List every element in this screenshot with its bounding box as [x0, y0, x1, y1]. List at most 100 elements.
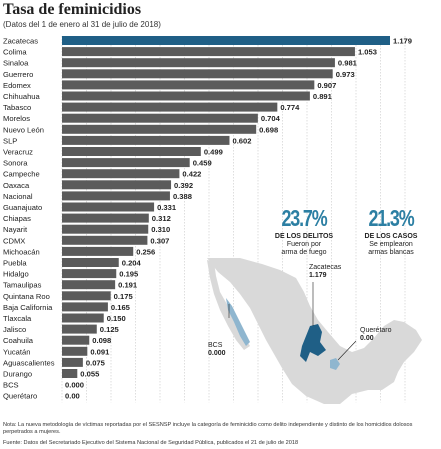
category-label: Veracruz	[3, 148, 33, 157]
bar	[62, 313, 104, 323]
category-label: Morelos	[3, 114, 30, 123]
stat-armas-blancas-desc-1: Se emplearon	[369, 241, 413, 248]
category-label: Aguascalientes	[3, 358, 55, 367]
value-label: 0.165	[111, 303, 131, 312]
value-label: 0.000	[65, 381, 84, 390]
category-label: Sonora	[3, 159, 28, 168]
value-label: 0.973	[336, 70, 355, 79]
bar	[62, 246, 134, 256]
category-label: SLP	[3, 136, 17, 145]
category-label: Yucatán	[3, 347, 30, 356]
stat-arma-fuego-desc-2: arma de fuego	[281, 249, 327, 256]
map-label-zacatecas: Zacatecas 1.179	[309, 264, 341, 280]
bar	[62, 213, 149, 223]
map-label-queretaro-value: 0.00	[360, 335, 374, 342]
value-label: 0.256	[136, 247, 155, 256]
value-label: 0.125	[100, 325, 120, 334]
value-label: 0.150	[107, 314, 126, 323]
value-label: 0.704	[261, 114, 281, 123]
stat-arma-fuego: 23.7% DE LOS DELITOS Fueron por arma de …	[265, 205, 343, 257]
value-label: 0.195	[119, 270, 139, 279]
bar	[62, 69, 333, 79]
value-label: 0.00	[65, 392, 80, 401]
bar	[62, 102, 278, 112]
bar	[62, 346, 88, 356]
map-label-queretaro: Querétaro 0.00	[360, 327, 392, 343]
value-label: 0.191	[118, 281, 138, 290]
bar	[62, 269, 117, 279]
stat-armas-blancas-head: DE LOS CASOS	[364, 233, 418, 240]
value-label: 0.075	[86, 358, 106, 367]
value-label: 0.098	[92, 336, 111, 345]
bar	[62, 113, 258, 123]
category-label: BCS	[3, 381, 19, 390]
map-label-bcs-value: 0.000	[208, 350, 226, 357]
value-label: 1.179	[393, 37, 412, 46]
bar	[62, 191, 170, 201]
bar	[62, 335, 90, 345]
bar	[62, 224, 149, 234]
bar	[62, 158, 190, 168]
value-label: 0.331	[157, 203, 177, 212]
value-label: 0.307	[150, 236, 169, 245]
chart-title: Tasa de feminicidios	[3, 1, 142, 18]
bar	[62, 91, 310, 101]
bar	[62, 357, 83, 367]
bar	[62, 291, 111, 301]
value-label: 0.774	[280, 103, 300, 112]
bar	[62, 280, 116, 290]
bar	[62, 36, 390, 45]
category-label: Oaxaca	[3, 181, 30, 190]
category-label: Jalisco	[3, 325, 26, 334]
bar	[62, 258, 119, 267]
category-label: Tlaxcala	[3, 314, 32, 323]
category-label: Guanajuato	[3, 203, 42, 212]
map-state-queretaro	[330, 358, 340, 370]
category-label: Tamaulipas	[3, 281, 42, 290]
map-state-bcs	[226, 298, 250, 346]
chart-subtitle: (Datos del 1 de enero al 31 de julio de …	[3, 20, 161, 29]
category-label: Puebla	[3, 259, 27, 268]
value-label: 0.698	[259, 125, 278, 134]
chart-note: Nota: La nueva metodología de víctimas r…	[3, 422, 413, 435]
category-label: Nayarit	[3, 225, 28, 234]
stat-armas-blancas-value: 21.3%	[368, 205, 414, 231]
bar	[62, 369, 78, 378]
bar	[62, 135, 230, 145]
category-label: Campeche	[3, 170, 40, 179]
bar	[62, 235, 148, 245]
map-label-bcs-name: BCS	[208, 342, 223, 349]
stat-armas-blancas-desc-2: armas blancas	[368, 249, 414, 256]
category-label: Zacatecas	[3, 37, 38, 46]
category-label: Nacional	[3, 192, 33, 201]
value-label: 0.312	[152, 214, 171, 223]
map-label-zacatecas-value: 1.179	[309, 272, 327, 279]
category-label: Edomex	[3, 81, 31, 90]
category-label: Nuevo León	[3, 125, 44, 134]
value-label: 0.055	[80, 370, 100, 379]
leader-queretaro	[337, 340, 357, 361]
map-label-bcs: BCS 0.000	[208, 342, 226, 358]
bar	[62, 202, 155, 212]
bar	[62, 58, 335, 68]
category-label: Michoacán	[3, 247, 40, 256]
map-label-zacatecas-name: Zacatecas	[309, 264, 342, 271]
value-label: 0.907	[317, 81, 336, 90]
value-label: 1.053	[358, 48, 377, 57]
value-label: 0.388	[173, 192, 192, 201]
bar	[62, 302, 108, 312]
stat-arma-fuego-value: 23.7%	[281, 205, 327, 231]
bar	[62, 147, 201, 156]
category-label: Guerrero	[3, 70, 33, 79]
stat-armas-blancas: 21.3% DE LOS CASOS Se emplearon armas bl…	[352, 205, 430, 257]
value-label: 0.392	[174, 181, 193, 190]
stat-arma-fuego-desc-1: Fueron por	[286, 241, 322, 248]
bar	[62, 169, 180, 179]
value-label: 0.422	[182, 170, 201, 179]
value-label: 0.091	[90, 347, 110, 356]
category-label: Chihuahua	[3, 92, 41, 101]
value-label: 0.499	[204, 148, 223, 157]
category-label: Hidalgo	[3, 270, 29, 279]
